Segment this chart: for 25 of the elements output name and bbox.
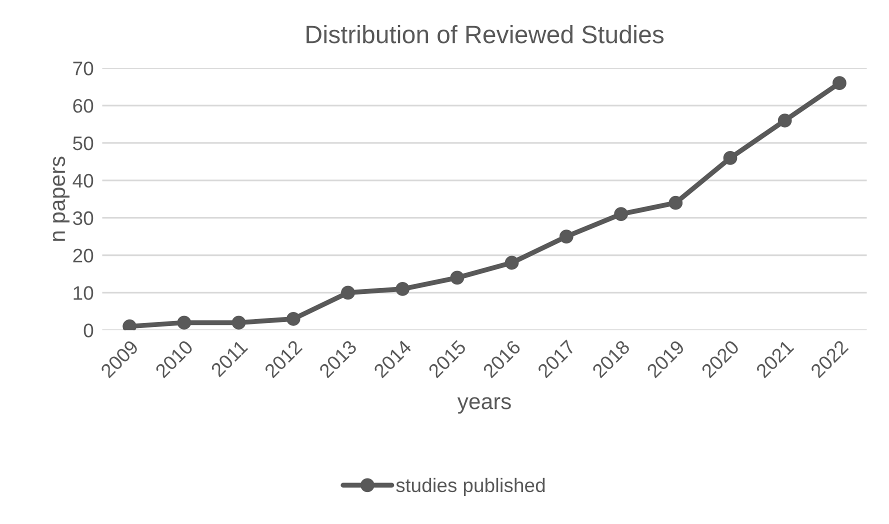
y-tick-label: 40: [72, 174, 94, 188]
point: [450, 270, 464, 285]
point: [177, 316, 192, 330]
point: [778, 114, 792, 128]
point: [668, 196, 683, 210]
y-tick-label: 30: [73, 211, 94, 226]
y-tick-label: 50: [73, 136, 94, 150]
y-tick-label: 0: [84, 324, 94, 338]
y-tick-label: 70: [73, 62, 94, 76]
x-axis-title: years: [457, 397, 511, 414]
point: [559, 230, 574, 244]
y-tick-label: 20: [73, 248, 94, 262]
point: [832, 76, 846, 90]
point: [723, 151, 738, 165]
point: [396, 282, 410, 296]
chart-title: Distribution of Reviewed Studies: [306, 25, 664, 44]
point: [614, 207, 628, 222]
y-axis-title: n papers: [52, 156, 70, 241]
y-tick-label: 10: [74, 286, 94, 300]
y-tick-label: 60: [73, 99, 94, 113]
point: [341, 286, 355, 300]
point: [504, 256, 519, 270]
point: [286, 312, 300, 326]
point: [232, 316, 246, 330]
legend-label: studies published: [396, 478, 545, 496]
